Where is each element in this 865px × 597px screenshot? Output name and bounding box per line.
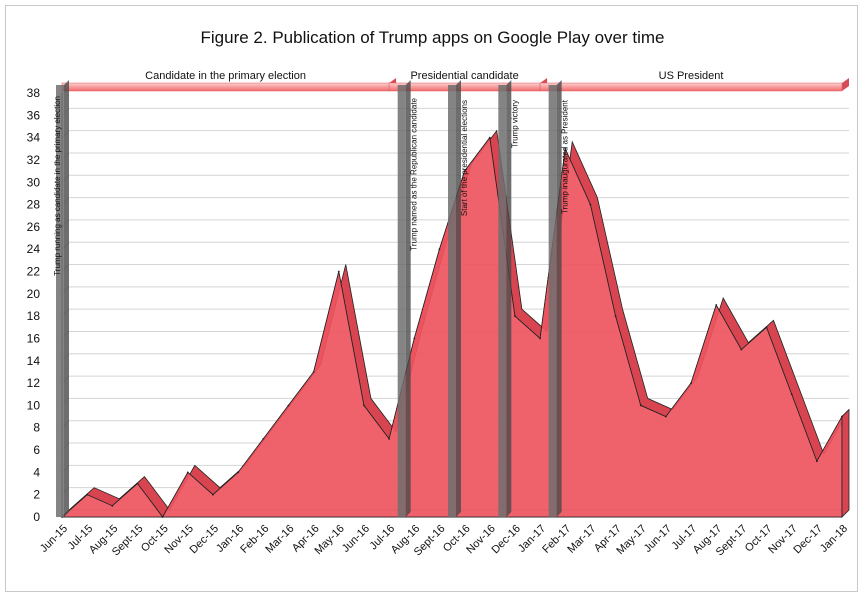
- y-tick-label: 18: [27, 309, 41, 323]
- event-label: Trump named as the Republican candidate: [410, 97, 419, 250]
- y-tick-label: 38: [27, 86, 41, 100]
- data-point: [237, 471, 240, 474]
- x-tick-label: Dec-16: [489, 523, 523, 557]
- data-point: [463, 170, 466, 173]
- x-tick-label: Jan-18: [818, 523, 850, 555]
- event-bar-side: [556, 80, 562, 517]
- data-point: [664, 415, 667, 418]
- y-tick-label: 30: [27, 175, 41, 189]
- event-bar-side: [506, 80, 512, 517]
- data-point: [312, 371, 315, 373]
- data-point: [161, 516, 164, 518]
- data-point: [488, 136, 491, 139]
- event-markers: Trump running as candidate in the primar…: [53, 80, 570, 517]
- data-point: [690, 382, 692, 385]
- y-tick-label: 12: [27, 376, 41, 390]
- y-tick-label: 0: [33, 510, 40, 524]
- event-bar: [56, 85, 64, 517]
- data-point: [715, 304, 718, 306]
- data-point: [589, 203, 592, 206]
- data-point: [388, 437, 390, 440]
- event-bar-side: [405, 80, 411, 517]
- data-point: [790, 393, 793, 396]
- x-tick-labels: Jun-15Jul-15Aug-15Sept-15Oct-15Nov-15Dec…: [38, 523, 850, 559]
- data-point: [86, 493, 89, 496]
- data-point: [514, 315, 516, 318]
- event-bar: [498, 85, 507, 517]
- x-tick-label: Mar-17: [565, 523, 598, 556]
- phase-band-2: [539, 82, 843, 92]
- data-point: [438, 248, 441, 251]
- data-point: [413, 337, 416, 340]
- x-tick-label: Dec-17: [791, 523, 825, 557]
- event-label: Trump inaugurated as President: [561, 99, 570, 214]
- y-tick-label: 4: [33, 465, 40, 479]
- event-label: Start of the presidential elections: [460, 100, 469, 216]
- chart-title: Figure 2. Publication of Trump apps on G…: [200, 28, 665, 47]
- y-tick-label: 2: [33, 488, 40, 502]
- x-tick-label: Jun-17: [642, 523, 674, 555]
- data-point: [564, 147, 567, 150]
- event-label: Trump victory: [510, 100, 519, 148]
- event-bar: [548, 85, 557, 517]
- y-tick-label: 32: [27, 153, 41, 167]
- y-tick-label: 24: [27, 242, 41, 256]
- x-tick-label: Jun-15: [38, 523, 70, 555]
- event-bar: [397, 85, 406, 517]
- data-point: [337, 270, 340, 273]
- event-bar: [448, 85, 456, 517]
- event-label: Trump running as candidate in the primar…: [53, 96, 62, 276]
- y-tick-label: 20: [27, 287, 41, 301]
- data-point: [212, 493, 214, 496]
- y-tick-label: 28: [27, 198, 41, 212]
- data-point: [111, 504, 114, 507]
- y-tick-label: 16: [27, 331, 41, 345]
- data-point: [539, 337, 541, 340]
- x-tick-label: Mar-16: [263, 523, 296, 556]
- x-tick-label: Jun-16: [340, 523, 372, 555]
- y-tick-label: 6: [33, 443, 40, 457]
- data-point: [740, 348, 743, 351]
- data-point: [614, 315, 617, 318]
- event-bar-side: [456, 80, 461, 517]
- y-tick-label: 34: [27, 131, 41, 145]
- y-tick-label: 36: [27, 108, 41, 122]
- y-tick-label: 26: [27, 220, 41, 234]
- data-point: [186, 471, 189, 474]
- y-tick-label: 8: [33, 421, 40, 435]
- y-tick-label: 14: [27, 354, 41, 368]
- y-tick-label: 10: [27, 398, 41, 412]
- x-tick-label: Dec-15: [188, 523, 222, 557]
- data-point: [136, 482, 139, 485]
- area-end-face: [841, 408, 850, 518]
- phase-label: Candidate in the primary election: [145, 70, 306, 82]
- data-point: [639, 404, 642, 407]
- phase-label: US President: [659, 70, 724, 82]
- phase-band-1: [388, 82, 541, 92]
- phase-label: Presidential candidate: [410, 70, 518, 82]
- data-point: [262, 437, 265, 440]
- phase-band-0: [61, 82, 390, 92]
- data-point: [287, 404, 290, 407]
- data-point: [841, 415, 843, 418]
- y-tick-label: 22: [27, 265, 41, 279]
- data-point: [765, 326, 768, 329]
- event-bar-side: [64, 80, 69, 517]
- data-point: [815, 460, 818, 463]
- data-point: [363, 404, 365, 407]
